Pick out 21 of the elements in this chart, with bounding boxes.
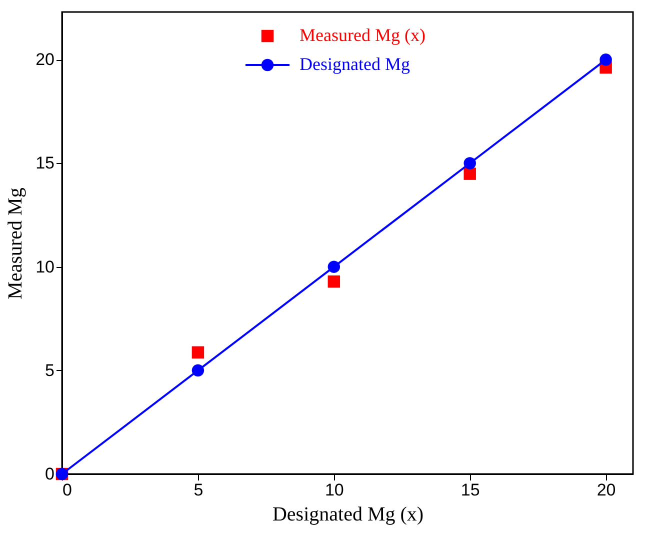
x-axis-title: Designated Mg (x) <box>272 504 424 526</box>
y-tick-label: 20 <box>36 50 54 70</box>
y-tick-label: 0 <box>45 464 54 484</box>
y-tick-label: 5 <box>45 360 54 380</box>
point <box>192 364 204 377</box>
y-tick-label: 10 <box>36 257 54 276</box>
point <box>328 260 340 273</box>
x-tick-label: 20 <box>596 480 616 500</box>
y-axis-title: Measured Mg <box>4 188 27 300</box>
y-tick-label: 15 <box>36 154 54 173</box>
x-tick-label: 5 <box>194 480 204 500</box>
point <box>464 168 476 180</box>
legend-label: Measured Mg (x) <box>300 25 426 45</box>
point <box>600 54 612 66</box>
x-tick-label: 10 <box>324 480 344 500</box>
legend-label: Designated Mg <box>300 54 410 74</box>
x-tick-label: 15 <box>460 480 480 500</box>
point <box>192 346 204 359</box>
x-tick-label: 0 <box>62 480 72 500</box>
point <box>464 157 476 170</box>
point <box>328 275 340 288</box>
